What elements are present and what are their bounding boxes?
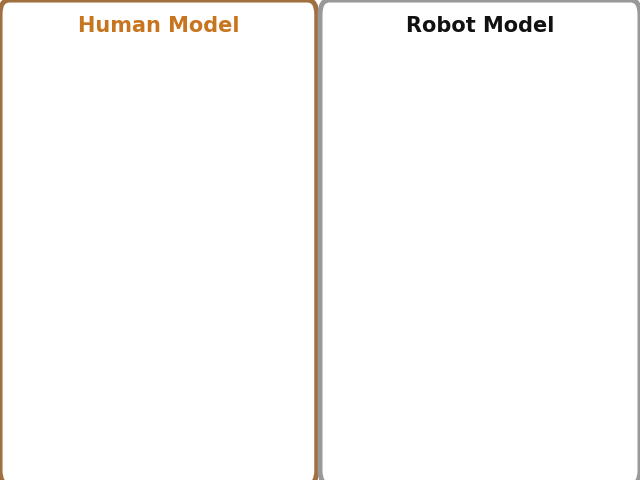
Ellipse shape [182, 66, 210, 113]
Text: Robot Model: Robot Model [406, 16, 554, 36]
Circle shape [177, 159, 190, 180]
FancyBboxPatch shape [404, 318, 493, 370]
Text: $\xi_H$: $\xi_H$ [178, 248, 195, 265]
FancyBboxPatch shape [202, 78, 218, 101]
Polygon shape [137, 423, 180, 452]
Text: $\phi_H$: $\phi_H$ [115, 51, 134, 70]
Circle shape [133, 155, 147, 175]
Text: z: z [23, 397, 29, 408]
Text: x: x [394, 419, 401, 429]
Circle shape [108, 182, 122, 204]
Text: $\theta_H$: $\theta_H$ [165, 283, 182, 300]
Text: $h_R$: $h_R$ [346, 293, 366, 314]
Circle shape [468, 213, 492, 249]
Text: $F^{ext}_{R}$: $F^{ext}_{R}$ [517, 221, 543, 240]
Text: Human Model: Human Model [77, 16, 239, 36]
FancyBboxPatch shape [397, 308, 500, 379]
Polygon shape [25, 438, 292, 456]
Text: $M^{ext}_{zR}$: $M^{ext}_{zR}$ [378, 141, 407, 160]
FancyBboxPatch shape [0, 0, 317, 480]
Text: $\xi_R$: $\xi_R$ [491, 226, 507, 244]
Text: $h_H$: $h_H$ [24, 316, 45, 337]
Circle shape [214, 182, 227, 204]
Text: $F^{HMI}_{xH}$: $F^{HMI}_{xH}$ [22, 229, 47, 249]
FancyBboxPatch shape [320, 0, 640, 480]
Text: $\theta_R$: $\theta_R$ [472, 264, 488, 282]
Text: GRF: GRF [104, 442, 131, 455]
Circle shape [468, 354, 498, 399]
Circle shape [189, 234, 196, 246]
Text: $x_{aR}$: $x_{aR}$ [548, 259, 571, 273]
Text: $\phi_R$: $\phi_R$ [402, 53, 420, 72]
Circle shape [152, 412, 164, 431]
Text: x: x [60, 441, 67, 451]
Text: $x_R$: $x_R$ [514, 419, 531, 433]
Circle shape [476, 366, 490, 387]
Text: $M^{fb}_{zH}$: $M^{fb}_{zH}$ [69, 150, 93, 170]
Text: z: z [351, 369, 358, 379]
Circle shape [552, 245, 564, 264]
Circle shape [582, 275, 598, 299]
Circle shape [399, 354, 429, 399]
Circle shape [159, 227, 177, 253]
FancyBboxPatch shape [558, 165, 621, 339]
FancyBboxPatch shape [414, 207, 490, 320]
Circle shape [504, 219, 513, 233]
Text: $q_{aH}$: $q_{aH}$ [246, 127, 269, 142]
Polygon shape [10, 428, 307, 442]
Circle shape [407, 366, 421, 387]
Text: $M_{zH}$: $M_{zH}$ [78, 175, 102, 190]
